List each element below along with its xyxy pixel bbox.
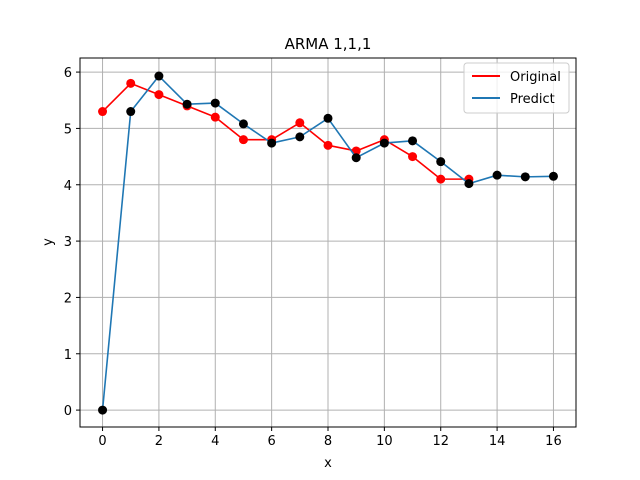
data-point-predict	[379, 138, 389, 148]
series-layer	[98, 71, 558, 415]
x-tick-label: 14	[489, 434, 506, 449]
data-point-predict	[295, 132, 305, 142]
x-tick-label: 6	[267, 434, 275, 449]
y-tick-label: 6	[64, 66, 72, 81]
x-tick-label: 0	[98, 434, 106, 449]
data-point-original	[238, 135, 248, 145]
x-tick-label: 4	[211, 434, 219, 449]
y-tick-label: 4	[64, 179, 72, 194]
data-point-original	[154, 90, 164, 100]
legend: Original Predict	[463, 62, 570, 114]
data-point-original	[408, 152, 418, 162]
y-tick-label: 5	[64, 122, 72, 137]
data-point-predict	[408, 136, 418, 146]
series-line-original	[101, 82, 469, 180]
data-point-original	[323, 140, 333, 150]
data-point-predict	[520, 172, 530, 182]
data-point-predict	[238, 119, 248, 129]
x-tick-label: 16	[545, 434, 562, 449]
data-point-predict	[464, 179, 474, 189]
x-tick-label: 8	[324, 434, 332, 449]
y-axis-title: y	[41, 238, 56, 246]
y-tick-label: 3	[64, 235, 72, 250]
y-tick-label: 1	[64, 348, 72, 363]
x-tick-label: 10	[376, 434, 393, 449]
data-point-original	[436, 174, 446, 184]
data-point-predict	[492, 170, 502, 180]
data-point-predict	[351, 153, 361, 163]
data-point-predict	[323, 113, 333, 123]
data-point-predict	[267, 138, 277, 148]
data-point-predict	[126, 107, 136, 117]
data-point-original	[295, 118, 305, 128]
y-tick-label: 0	[64, 404, 72, 419]
x-axis-title: x	[324, 456, 332, 471]
chart-title: ARMA 1,1,1	[285, 35, 372, 53]
legend-label-original: Original	[510, 70, 561, 85]
data-point-predict	[548, 171, 558, 181]
y-tick-label: 2	[64, 291, 72, 306]
data-point-original	[126, 78, 136, 88]
data-point-predict	[154, 71, 164, 81]
x-tick-label: 2	[155, 434, 163, 449]
data-point-predict	[210, 98, 220, 108]
legend-label-predict: Predict	[510, 92, 555, 107]
data-point-original	[98, 107, 108, 117]
data-point-predict	[98, 405, 108, 415]
data-point-predict	[182, 99, 192, 109]
data-point-original	[210, 112, 220, 122]
x-tick-label: 12	[432, 434, 449, 449]
data-point-predict	[436, 157, 446, 167]
